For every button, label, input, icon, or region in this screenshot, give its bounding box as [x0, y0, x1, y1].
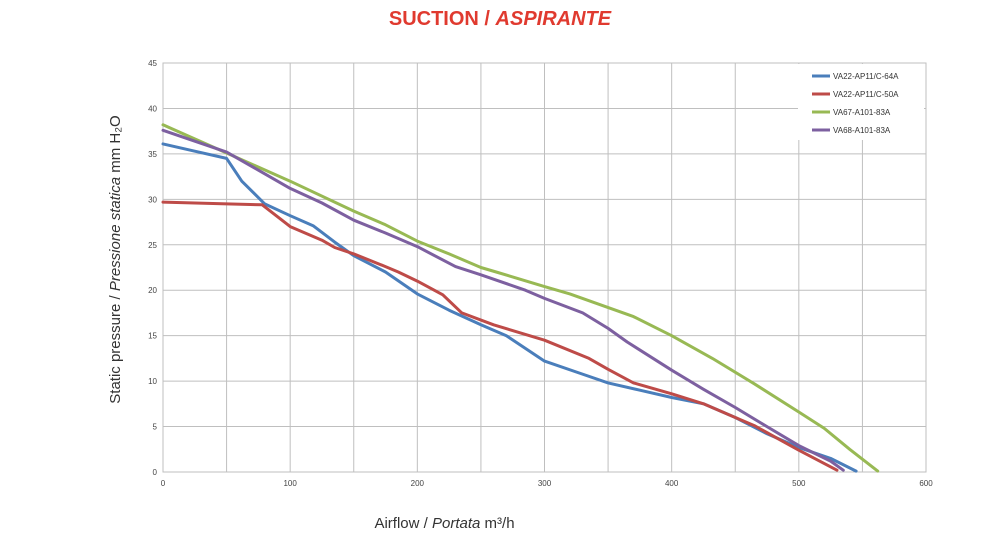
y-axis-title: Static pressure / Pressione statica mm H… — [107, 115, 124, 403]
x-tick-label: 100 — [283, 479, 297, 488]
legend-label: VA22-AP11/C-50A — [833, 90, 899, 99]
y-tick-label: 20 — [148, 286, 157, 295]
y-axis-title-main: Static pressure / — [107, 295, 124, 404]
legend-label: VA67-A101-83A — [833, 108, 891, 117]
y-tick-label: 30 — [148, 195, 157, 204]
y-tick-label: 45 — [148, 59, 157, 68]
y-tick-label: 25 — [148, 241, 157, 250]
y-tick-label: 35 — [148, 150, 157, 159]
x-tick-label: 600 — [919, 479, 933, 488]
legend-label: VA68-A101-83A — [833, 126, 891, 135]
x-axis-title-main: Airflow / — [374, 515, 428, 532]
y-axis-title-italic: Pressione statica — [107, 177, 124, 291]
series-line — [161, 200, 839, 472]
axes: 0 100 200 300 400 500 600 0 5 10 15 20 25 30 35 40 45 — [148, 59, 933, 488]
chart-title-main: SUCTION / — [388, 8, 490, 30]
x-axis-title-unit: m³/h — [485, 515, 515, 532]
x-axis-title: Airflow / Portata m³/h — [374, 515, 514, 532]
x-tick-label: 200 — [411, 479, 425, 488]
chart-title: SUCTION / ASPIRANTE — [0, 8, 1000, 31]
x-tick-label: 0 — [161, 479, 166, 488]
legend-label: VA22-AP11/C-64A — [833, 72, 899, 81]
x-axis-title-italic: Portata — [432, 515, 480, 532]
x-tick-label: 300 — [538, 479, 552, 488]
series-line — [161, 123, 880, 473]
y-axis-title-unit: mm H₂O — [107, 115, 124, 172]
chart-title-italic: ASPIRANTE — [495, 8, 612, 30]
y-tick-label: 0 — [153, 468, 158, 477]
y-tick-label: 5 — [153, 423, 158, 432]
series-line — [161, 128, 845, 472]
y-tick-label: 40 — [148, 104, 157, 113]
grid — [162, 62, 927, 473]
y-tick-label: 10 — [148, 377, 157, 386]
legend: VA22-AP11/C-64A VA22-AP11/C-50A VA67-A101-… — [798, 64, 924, 140]
series-line — [161, 142, 858, 473]
x-tick-label: 500 — [792, 479, 806, 488]
x-tick-label: 400 — [665, 479, 679, 488]
y-tick-label: 15 — [148, 332, 157, 341]
series-lines — [161, 123, 880, 473]
